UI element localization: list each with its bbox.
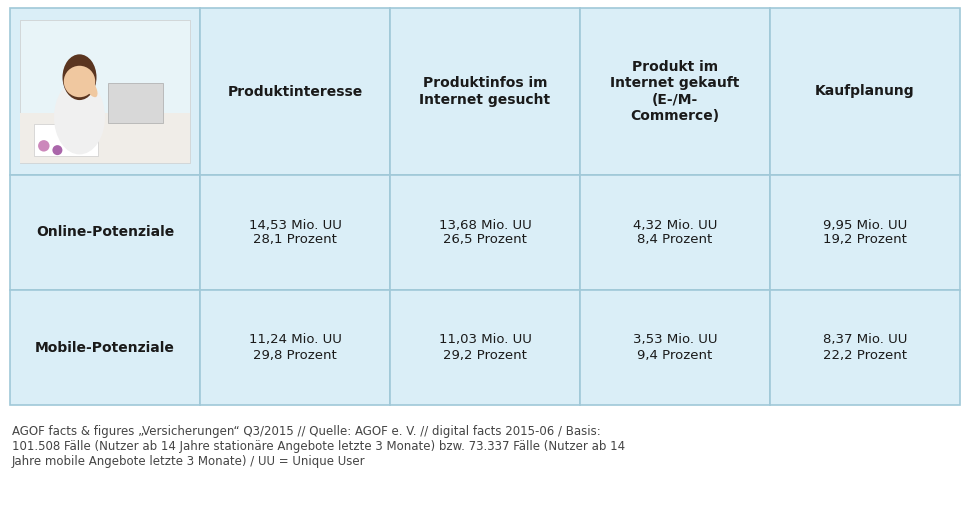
Bar: [10, 8, 200, 175]
Bar: [769, 8, 959, 175]
Bar: [390, 290, 579, 405]
Text: Produktinfos im
Internet gesucht: Produktinfos im Internet gesucht: [419, 76, 550, 106]
Bar: [10, 290, 200, 405]
Bar: [20, 113, 190, 163]
Bar: [20, 20, 190, 163]
Bar: [769, 175, 959, 290]
Polygon shape: [109, 83, 163, 123]
Ellipse shape: [81, 74, 98, 97]
Ellipse shape: [62, 54, 96, 100]
Bar: [10, 175, 200, 290]
Bar: [769, 290, 959, 405]
Text: AGOF facts & figures „Versicherungen“ Q3/2015 // Quelle: AGOF e. V. // digital f: AGOF facts & figures „Versicherungen“ Q3…: [12, 425, 624, 468]
Text: Produkt im
Internet gekauft
(E-/M-
Commerce): Produkt im Internet gekauft (E-/M- Comme…: [610, 60, 739, 123]
Ellipse shape: [54, 80, 105, 155]
Bar: [579, 8, 769, 175]
Text: 4,32 Mio. UU
8,4 Prozent: 4,32 Mio. UU 8,4 Prozent: [632, 218, 716, 247]
Bar: [34, 125, 98, 156]
Text: 11,24 Mio. UU
29,8 Prozent: 11,24 Mio. UU 29,8 Prozent: [248, 334, 341, 362]
Text: Mobile-Potenziale: Mobile-Potenziale: [35, 340, 174, 354]
Text: 14,53 Mio. UU
28,1 Prozent: 14,53 Mio. UU 28,1 Prozent: [248, 218, 341, 247]
Circle shape: [38, 140, 49, 152]
Text: 3,53 Mio. UU
9,4 Prozent: 3,53 Mio. UU 9,4 Prozent: [632, 334, 716, 362]
Bar: [200, 175, 390, 290]
Text: Kaufplanung: Kaufplanung: [814, 85, 914, 99]
Bar: [390, 8, 579, 175]
Circle shape: [64, 66, 95, 97]
Bar: [200, 8, 390, 175]
Text: 11,03 Mio. UU
29,2 Prozent: 11,03 Mio. UU 29,2 Prozent: [438, 334, 531, 362]
Text: Produktinteresse: Produktinteresse: [227, 85, 362, 99]
Text: 8,37 Mio. UU
22,2 Prozent: 8,37 Mio. UU 22,2 Prozent: [822, 334, 906, 362]
Bar: [579, 175, 769, 290]
Text: 13,68 Mio. UU
26,5 Prozent: 13,68 Mio. UU 26,5 Prozent: [438, 218, 531, 247]
Text: 9,95 Mio. UU
19,2 Prozent: 9,95 Mio. UU 19,2 Prozent: [822, 218, 906, 247]
Circle shape: [52, 145, 62, 155]
Bar: [390, 175, 579, 290]
Bar: [200, 290, 390, 405]
Circle shape: [67, 140, 76, 149]
Text: Online-Potenziale: Online-Potenziale: [36, 225, 174, 239]
Bar: [579, 290, 769, 405]
